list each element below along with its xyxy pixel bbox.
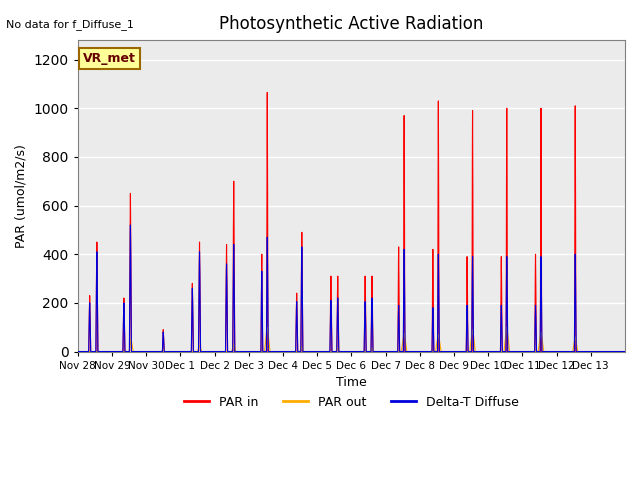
X-axis label: Time: Time xyxy=(336,376,367,389)
Text: VR_met: VR_met xyxy=(83,52,136,65)
Y-axis label: PAR (umol/m2/s): PAR (umol/m2/s) xyxy=(15,144,28,248)
Title: Photosynthetic Active Radiation: Photosynthetic Active Radiation xyxy=(219,15,484,33)
Text: No data for f_Diffuse_1: No data for f_Diffuse_1 xyxy=(6,19,134,30)
Legend: PAR in, PAR out, Delta-T Diffuse: PAR in, PAR out, Delta-T Diffuse xyxy=(179,391,524,414)
